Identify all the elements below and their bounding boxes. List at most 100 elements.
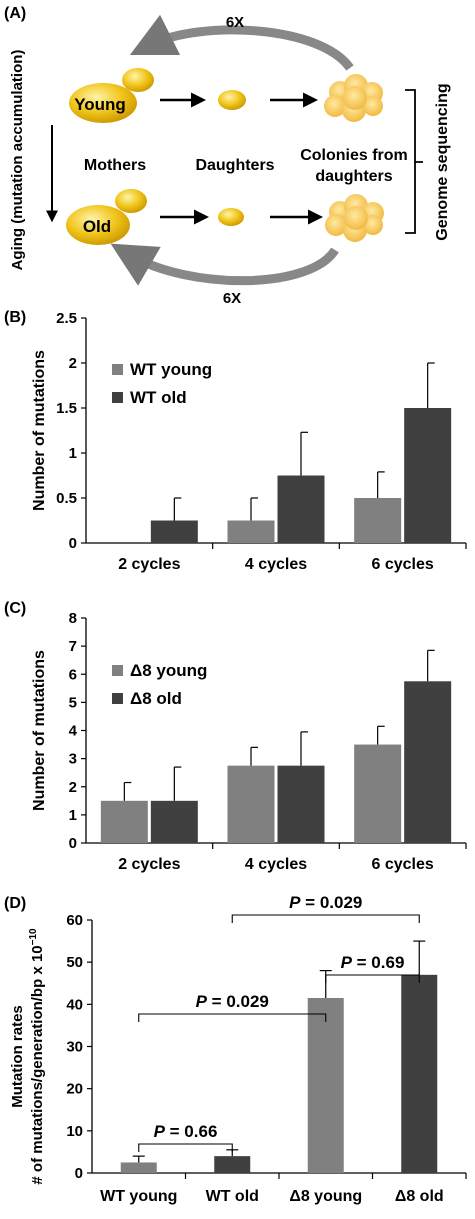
y-tick-label: 60 [66,912,83,929]
p-symbol: P [289,893,301,912]
colony-bottom [325,194,384,242]
legend-swatch [112,392,123,403]
x-tick-label: Δ8 old [395,1188,444,1205]
y-axis-label-line2: # of mutations/generation/bp x 10−10 [28,928,46,1185]
old-daughter-cell [218,208,244,226]
young-daughter-cell [218,90,246,110]
young-mother-cell [69,83,137,123]
old-label: Old [83,217,111,236]
y-tick-label: 50 [66,954,83,971]
p-value-label: P = 0.66 [154,1122,218,1141]
x-tick-label: 2 cycles [118,856,180,873]
bar [354,498,402,543]
y-tick-label: 10 [66,1123,83,1140]
y-tick-label: 1 [69,807,77,824]
y-tick-label: 1.5 [56,400,77,417]
colonies-label-line2: daughters [315,168,392,185]
x-tick-label: WT young [100,1188,177,1205]
y-tick-label: 3 [69,751,77,768]
panel-a-label: (A) [4,5,26,22]
young-mother-bud [122,68,154,92]
cycles-top-label: 6X [226,14,244,31]
bar [120,1162,157,1173]
legend-swatch [112,665,123,676]
p-value: = 0.029 [300,893,362,912]
legend-label: Δ8 young [130,661,207,680]
x-tick-label: 4 cycles [245,556,307,573]
old-mother-bud [115,189,147,213]
bar [150,800,198,843]
y-tick-label: 0 [69,535,77,552]
bar [277,765,325,843]
panel-label: (C) [4,600,26,617]
y-tick-label: 0 [75,1165,83,1182]
cycle-arrow-bottom [110,243,339,286]
legend-swatch [112,364,123,375]
colonies-label-line1: Colonies from [300,147,408,164]
bar [100,800,148,843]
x-tick-label: 6 cycles [372,856,434,873]
chart-d: (D) 0 10 20 30 40 50 60 Mutation rates # of mutat… [4,893,467,1205]
bar [401,974,438,1173]
x-tick-label: WT old [206,1188,259,1205]
y-tick-label: 2.5 [56,310,77,327]
y-tick-label: 30 [66,1039,83,1056]
legend-swatch [112,693,123,704]
old-mother-cell [66,205,130,245]
bar [277,475,325,543]
significance-bracket [231,914,420,923]
mothers-label: Mothers [84,157,146,174]
bar [354,744,402,843]
significance-bracket [138,1143,233,1152]
panel-label: (D) [4,895,26,912]
y-tick-label: 7 [69,638,77,655]
y-axis-label: Number of mutations [31,350,48,511]
bar [307,998,344,1173]
y-tick-label: 1 [69,445,77,462]
chart-b: (B) 0 0.5 1 1.5 2 2.5 Number of mutations 2 cycl… [4,309,467,573]
young-label: Young [74,95,126,114]
bar [227,765,275,843]
y-tick-label: 4 [69,723,78,740]
y-tick-label: 6 [69,666,77,683]
y-axis-label: Number of mutations [31,650,48,811]
p-value-label: P = 0.029 [289,893,362,912]
y-tick-label: 5 [69,694,77,711]
panel-label: (B) [4,309,26,326]
daughters-label: Daughters [195,157,274,174]
x-tick-label: Δ8 young [289,1188,362,1205]
significance-bracket [325,974,420,983]
y-tick-label: 0 [69,835,77,852]
y-tick-label: 20 [66,1081,83,1098]
legend-label: Δ8 old [130,689,182,708]
significance-bracket [138,1013,327,1022]
legend-label: WT old [130,388,187,407]
x-tick-label: 2 cycles [118,556,180,573]
x-tick-label: 4 cycles [245,856,307,873]
colony-top [324,74,383,122]
p-symbol: P [196,992,208,1011]
cycle-arrow-top [129,14,354,71]
cycles-bottom-label: 6X [223,290,241,307]
p-symbol: P [154,1122,166,1141]
panel-a: (A) 6X 6X Aging (mutation accumulation) … [4,5,451,307]
y-axis-label-line1: Mutation rates [9,1005,26,1108]
y-axis-label-exponent: −10 [28,928,39,945]
bar [404,408,452,543]
p-value-label: P = 0.029 [196,992,269,1011]
y-tick-label: 8 [69,610,77,627]
p-value: = 0.69 [352,953,404,972]
y-tick-label: 0.5 [56,490,77,507]
x-tick-label: 6 cycles [372,556,434,573]
bar [404,681,452,843]
y-tick-label: 40 [66,996,83,1013]
p-value-label: P = 0.69 [341,953,405,972]
p-value: = 0.029 [207,992,269,1011]
chart-c: (C) 0 1 2 3 4 5 6 7 8 Number of mutations 2 cycles 4… [4,600,467,873]
sequencing-label: Genome sequencing [434,83,451,240]
bar [227,520,275,543]
bar [214,1156,251,1173]
y-tick-label: 2 [69,779,77,796]
sequencing-bracket [405,89,423,234]
